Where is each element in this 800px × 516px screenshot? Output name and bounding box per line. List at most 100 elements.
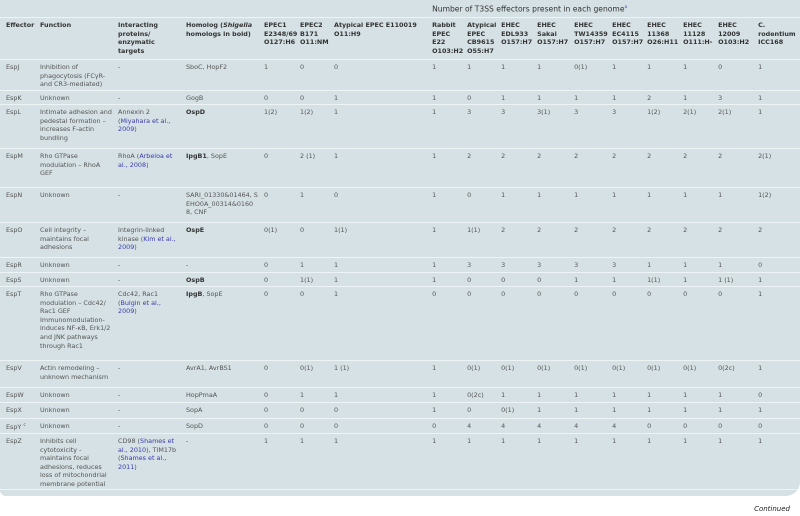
count-cell: 1 <box>683 191 688 199</box>
count-cell: 0 <box>264 152 269 160</box>
text-segment: Annexin 2 ( <box>118 108 150 125</box>
header-homolog: Homolog (Shigella homologs in bold) <box>186 21 253 38</box>
count-cell: 4 <box>501 422 506 430</box>
text-segment: - <box>118 391 121 399</box>
count-cell: 1 <box>432 261 437 269</box>
count-cell: 2 <box>537 226 542 234</box>
homolog-cell: HopPmaA <box>180 388 258 403</box>
header-interacting: Interacting proteins/ enzymatic targets <box>118 21 158 55</box>
count-cell: 0 <box>758 391 763 399</box>
count-cell: 1 <box>647 191 652 199</box>
count-cell: 1 <box>537 63 542 71</box>
text-segment: IpgB1 <box>186 152 207 160</box>
effector-cell: EspS <box>6 276 22 284</box>
count-cell: 3 <box>537 261 542 269</box>
count-cell: 0(1) <box>264 226 278 234</box>
count-cell: 3 <box>718 94 723 102</box>
count-cell: 1 <box>334 276 339 284</box>
count-cell: 3 <box>501 261 506 269</box>
count-cell: 0 <box>718 63 723 71</box>
effector-cell: EspX <box>6 406 22 414</box>
count-cell: 2 <box>501 226 506 234</box>
count-cell: 1 <box>612 94 617 102</box>
count-cell: 1 <box>537 94 542 102</box>
table-row: EspJ Inhibition of phagocytosis (FCγR- an… <box>0 60 800 91</box>
text-segment: CD98 ( <box>118 437 141 445</box>
text-segment: - <box>118 422 121 430</box>
header-effector: Effector <box>6 21 35 29</box>
count-cell: 0 <box>300 406 305 414</box>
table-row: EspK Unknown - GogB 0 0 1 1 0 1 1 1 1 2 1 3 1 <box>0 91 800 105</box>
count-cell: 1 <box>683 406 688 414</box>
count-cell: 1 <box>432 63 437 71</box>
table-row: EspS Unknown - OspB 0 1(1) 1 1 0 0 0 1 1 1(1) 1 1 (1) 1 <box>0 273 800 287</box>
homolog-cell: SboC, HopF2 <box>180 60 258 91</box>
header-genome: Rabbit EPEC E22 O103:H2 <box>432 21 464 55</box>
count-cell: 0 <box>467 191 472 199</box>
count-cell: 0(1) <box>647 364 661 372</box>
text-segment: , SopE <box>202 290 223 298</box>
count-cell: 0 <box>683 290 688 298</box>
count-cell: 2 <box>574 152 579 160</box>
count-cell: 3(1) <box>537 108 551 116</box>
count-cell: 1 <box>432 391 437 399</box>
citation-link[interactable]: Shames et al., 2010 <box>118 437 175 454</box>
continued-label: Continued <box>754 505 790 513</box>
citation-link[interactable]: Shames et al., 2011 <box>118 454 167 471</box>
count-cell: 2 <box>718 226 723 234</box>
citation-link[interactable]: Kim et al., 2009 <box>118 234 176 252</box>
interacting-cell: - <box>112 361 180 388</box>
count-cell: 1 <box>537 191 542 199</box>
interacting-cell: - <box>112 419 180 434</box>
count-cell: 1 <box>467 63 472 71</box>
count-cell: 2 <box>683 152 688 160</box>
count-cell: 1 <box>432 108 437 116</box>
count-cell: 0 <box>537 290 542 298</box>
count-cell: 0 <box>647 290 652 298</box>
footnote-mark: c <box>23 423 26 428</box>
text-segment: AvrA1, AvrBS1 <box>186 364 232 372</box>
count-cell: 2 <box>718 152 723 160</box>
effector-cell: EspY c <box>6 423 26 432</box>
count-cell: 2 <box>574 226 579 234</box>
effector-cell: EspT <box>6 290 22 298</box>
count-cell: 1 <box>574 406 579 414</box>
citation-link[interactable]: Arbeloa et al., 2008 <box>118 152 173 169</box>
count-cell: 1 <box>501 437 506 445</box>
citation-link[interactable]: Bulgin et al., 2009 <box>118 298 161 316</box>
count-cell: 0(1) <box>683 364 697 372</box>
count-cell: 1 <box>612 437 617 445</box>
count-cell: 0 <box>537 276 542 284</box>
text-segment: IpgB <box>186 290 203 298</box>
header-genome: EHEC EDL933 O157:H7 <box>501 21 533 47</box>
text-segment: SARI_01330&01464, SEHO0A_00314&01608, CN… <box>186 191 258 217</box>
effector-cell: EspR <box>6 261 22 269</box>
count-cell: 1 <box>683 437 688 445</box>
count-cell: 1 (1) <box>718 276 734 284</box>
count-cell: 3 <box>501 108 506 116</box>
count-cell: 1 <box>501 191 506 199</box>
count-cell: 1 <box>432 364 437 372</box>
table-row: EspW Unknown - HopPmaA 0 1 1 1 0(2c) 1 1 1 1 1 1 1 0 <box>0 388 800 403</box>
count-cell: 0 <box>758 422 763 430</box>
effector-cell: EspL <box>6 108 21 116</box>
count-cell: 1(1) <box>300 276 314 284</box>
count-cell: 1 <box>758 94 763 102</box>
effector-cell: EspO <box>6 226 23 234</box>
count-cell: 1 <box>300 191 305 199</box>
count-cell: 1 <box>432 152 437 160</box>
count-cell: 0 <box>467 290 472 298</box>
function-cell: Inhibition of phagocytosis (FCγR- and CR… <box>40 63 106 89</box>
function-cell: Unknown <box>40 261 70 269</box>
count-cell: 0 <box>300 290 305 298</box>
text-segment: SopD <box>186 422 203 430</box>
count-cell: 1 <box>647 406 652 414</box>
homolog-cell: - <box>180 258 258 273</box>
citation-link[interactable]: Miyahara et al., 2009 <box>118 116 171 134</box>
count-cell: 1 <box>718 391 723 399</box>
interacting-cell: - <box>112 60 180 91</box>
count-cell: 1(1) <box>467 226 481 234</box>
count-cell: 2 <box>612 152 617 160</box>
count-cell: 1 <box>432 191 437 199</box>
count-cell: 0 <box>334 191 339 199</box>
